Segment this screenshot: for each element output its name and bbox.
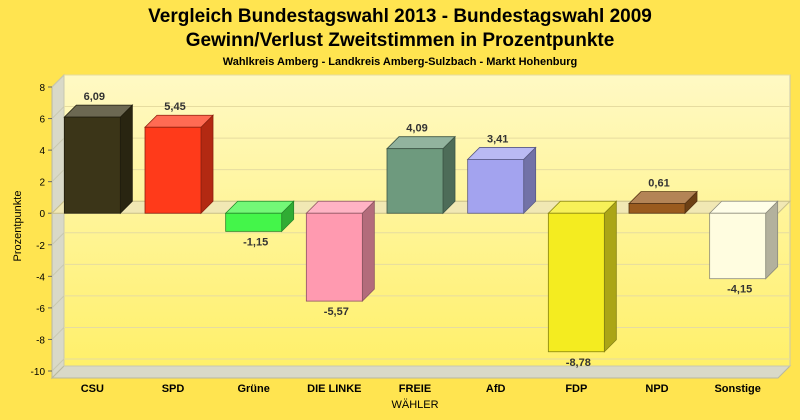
- bar-front: [547, 212, 605, 353]
- category-label: DIE LINKE: [307, 383, 361, 395]
- bar-front: [709, 212, 767, 280]
- gridline-side: [51, 137, 65, 151]
- bar-front: [63, 116, 121, 214]
- value-label: -8,78: [566, 357, 591, 369]
- bar-top: [305, 200, 376, 214]
- value-label: 4,09: [406, 123, 427, 135]
- bars: [63, 104, 779, 353]
- value-label: -5,57: [324, 306, 349, 318]
- bar-top: [224, 200, 295, 214]
- bar-top: [466, 147, 537, 160]
- y-tick-label: 2: [39, 178, 45, 189]
- category-label: AfD: [486, 383, 506, 395]
- y-tick-label: 8: [39, 83, 45, 94]
- bar-side: [603, 200, 617, 353]
- bar-front: [305, 212, 363, 302]
- y-tick-label: -8: [36, 335, 45, 346]
- bar: [628, 190, 698, 215]
- y-tick-label: 6: [39, 115, 45, 126]
- bar-side: [200, 114, 214, 215]
- category-label: SPD: [162, 383, 185, 395]
- bar-side: [119, 104, 133, 215]
- gridline-side: [51, 74, 65, 88]
- gridline-side: [51, 106, 65, 119]
- value-label: 5,45: [164, 101, 185, 113]
- plot-floor: [50, 365, 792, 379]
- value-labels: 6,09 5,45 -1,15 -5,57 4,09 3,41 -8,78 0,61 -4,15: [84, 91, 753, 369]
- bar-front: [467, 159, 525, 214]
- value-label: 6,09: [84, 91, 105, 103]
- value-label: -4,15: [727, 284, 752, 296]
- plot-side-wall: [51, 73, 65, 380]
- category-label: CSU: [81, 383, 104, 395]
- y-tick-label: -6: [36, 304, 45, 315]
- bar: [144, 114, 214, 215]
- bar-front: [225, 212, 283, 232]
- gridline-side: [51, 169, 65, 183]
- bar-side: [442, 135, 456, 215]
- value-label: 0,61: [648, 178, 669, 190]
- gridline-side: [51, 327, 65, 340]
- category-labels: CSU SPD Grüne DIE LINKE FREIE AfD FDP NPD Sonsti…: [81, 383, 761, 395]
- y-tick-label: -2: [36, 241, 45, 252]
- bar-front: [144, 126, 202, 214]
- y-tick-label: -10: [31, 367, 46, 378]
- bar: [708, 200, 779, 280]
- gridline-side: [51, 263, 65, 277]
- bar: [547, 200, 618, 353]
- chart-subtitle: Wahlkreis Amberg - Landkreis Amberg-Sulz…: [223, 56, 578, 68]
- y-tick-label: 0: [39, 209, 45, 220]
- y-axis-ticks: 8 6 4 2 0 -2 -4 -6 -8 -10: [31, 83, 52, 378]
- value-label: 3,41: [487, 133, 508, 145]
- y-tick-label: 4: [39, 146, 45, 157]
- value-label: -1,15: [243, 236, 268, 248]
- gridline-side: [51, 232, 65, 246]
- x-axis-label: WÄHLER: [391, 399, 438, 411]
- bar: [466, 146, 537, 215]
- category-label: Grüne: [237, 383, 269, 395]
- bar-top: [708, 200, 779, 214]
- bar: [224, 200, 295, 233]
- chart-title-line2: Gewinn/Verlust Zweitstimmen in Prozentpu…: [186, 30, 615, 51]
- bar: [63, 104, 134, 215]
- bar-side: [361, 200, 375, 303]
- gridline-side: [51, 295, 65, 309]
- category-label: Sonstige: [714, 383, 760, 395]
- bar: [305, 200, 376, 303]
- category-label: FDP: [565, 383, 587, 395]
- bar-side: [765, 200, 779, 280]
- bar-top: [63, 104, 134, 118]
- bar-front: [628, 203, 686, 214]
- bar-top: [628, 191, 698, 204]
- category-label: NPD: [645, 383, 668, 395]
- y-tick-label: -4: [36, 272, 45, 283]
- bar-front: [386, 148, 444, 214]
- chart-title: Vergleich Bundestagswahl 2013 - Bundesta…: [148, 6, 652, 27]
- bar: [386, 135, 456, 215]
- category-label: FREIE: [399, 383, 431, 395]
- bar-top: [386, 136, 456, 150]
- bar-top: [144, 114, 214, 128]
- y-axis-label: Prozentpunkte: [12, 191, 24, 262]
- gridline-side: [51, 358, 65, 372]
- bar-top: [547, 200, 618, 214]
